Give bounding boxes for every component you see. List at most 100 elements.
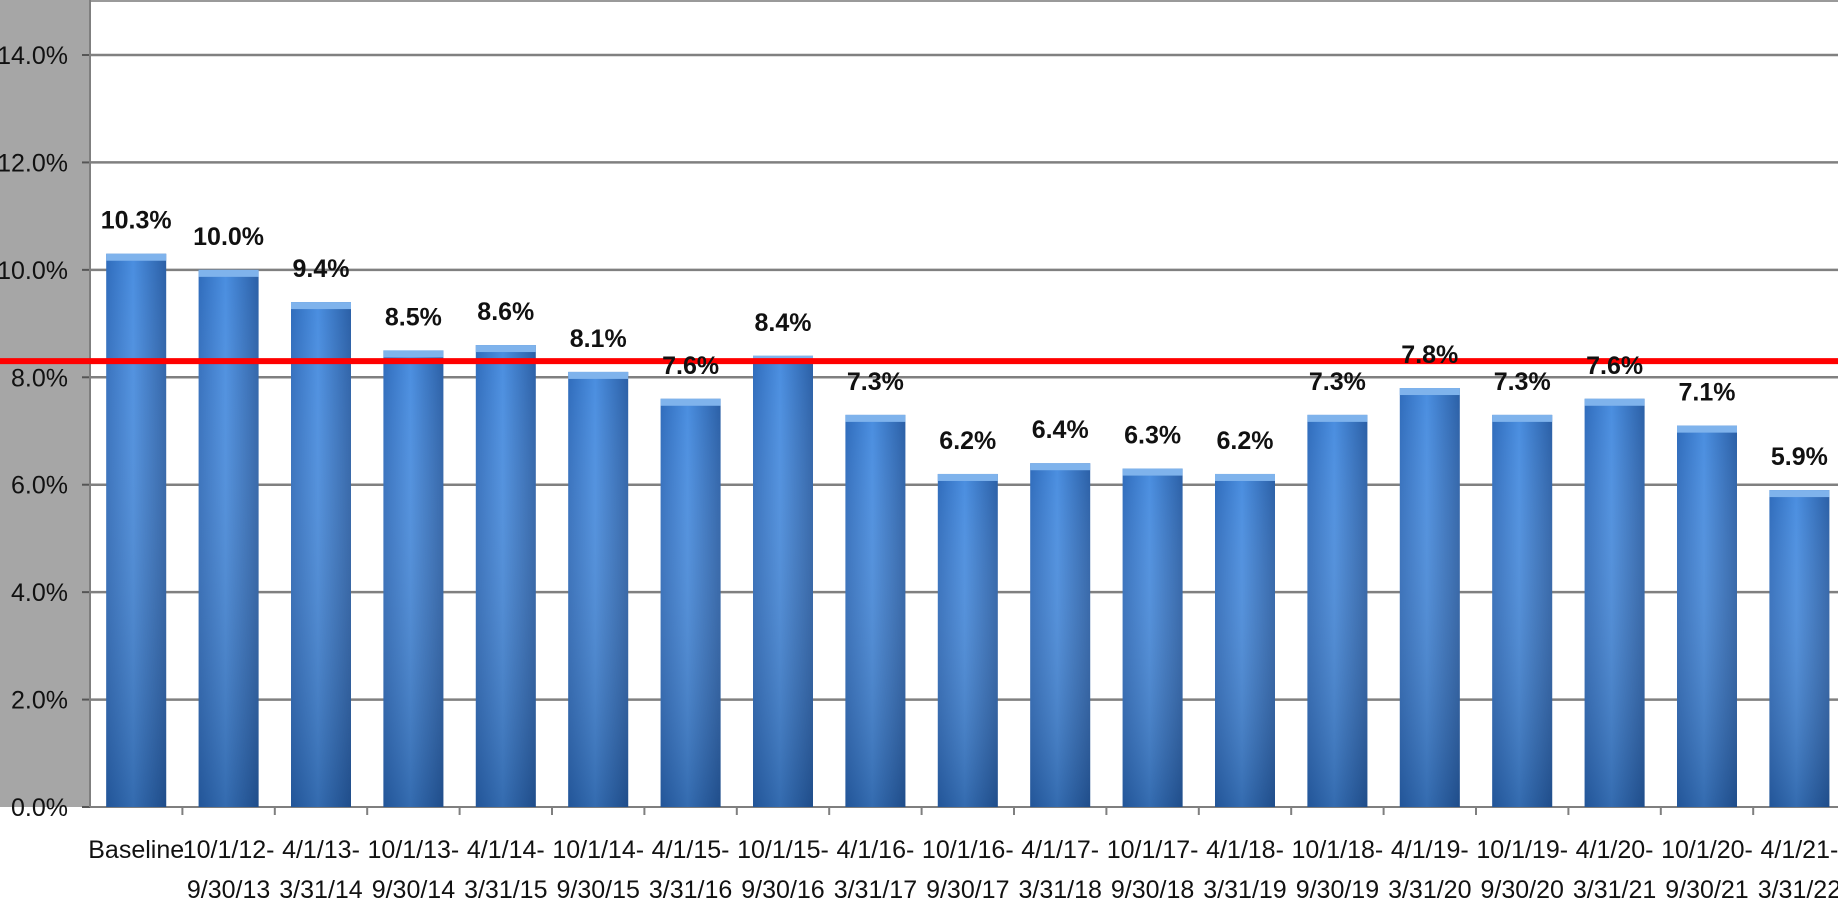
data-label: 7.6%: [662, 352, 719, 380]
bar-shade: [106, 253, 167, 807]
data-label: 5.9%: [1771, 443, 1828, 471]
category-label: 10/1/18-: [1292, 836, 1384, 864]
category-label-line2: 9/30/14: [372, 876, 456, 904]
bar-shade: [475, 345, 536, 807]
category-label: 4/1/18-: [1206, 836, 1284, 864]
category-label: 4/1/17-: [1021, 836, 1099, 864]
y-axis-panel: [0, 0, 90, 907]
category-label-line2: 3/31/21: [1573, 876, 1656, 904]
y-tick-label: 4.0%: [11, 579, 68, 607]
data-label: 8.5%: [385, 303, 442, 331]
bar-cap: [106, 253, 167, 261]
category-label: 4/1/13-: [282, 836, 360, 864]
category-label: 10/1/12-: [183, 836, 275, 864]
category-label-line2: 9/30/16: [741, 876, 824, 904]
data-label: 6.2%: [1217, 427, 1274, 455]
bar-shade: [1584, 398, 1645, 807]
category-label: 4/1/14-: [467, 836, 545, 864]
category-label-line2: 9/30/20: [1480, 876, 1563, 904]
category-label: 10/1/16-: [922, 836, 1014, 864]
category-label-line2: 9/30/19: [1296, 876, 1379, 904]
bar-group: [1677, 425, 1737, 807]
bar-group: [1215, 473, 1275, 807]
category-label-line2: 9/30/17: [926, 876, 1009, 904]
data-label: 8.1%: [570, 325, 627, 353]
bar-cap: [198, 269, 259, 277]
bar-shade: [1030, 463, 1091, 807]
data-label: 7.3%: [1494, 368, 1551, 396]
data-label: 9.4%: [293, 255, 350, 283]
bar-group: [845, 414, 906, 807]
category-label-line2: 9/30/18: [1111, 876, 1194, 904]
category-label: Baseline: [88, 836, 184, 864]
category-label-line2: 3/31/15: [464, 876, 547, 904]
bar-shade: [1215, 473, 1275, 807]
bar-group: [1769, 490, 1830, 807]
bar-shade: [1677, 425, 1737, 807]
bar-group: [937, 473, 998, 807]
y-tick-label: 2.0%: [11, 687, 68, 715]
category-label-line2: 3/31/22: [1758, 876, 1838, 904]
bar-group: [383, 350, 444, 807]
bar-shade: [845, 414, 906, 807]
bar-group: [1030, 463, 1091, 807]
bar-cap: [1215, 473, 1275, 481]
data-label: 10.3%: [101, 207, 172, 235]
y-tick-label: 14.0%: [0, 42, 68, 70]
bar-cap: [845, 414, 906, 422]
category-label: 4/1/19-: [1391, 836, 1469, 864]
bar-cap: [1492, 414, 1553, 422]
bar-shade: [1492, 414, 1553, 807]
category-label: 4/1/15-: [652, 836, 730, 864]
category-label-line2: 9/30/13: [187, 876, 270, 904]
y-tick-label: 10.0%: [0, 257, 68, 285]
category-label: 10/1/15-: [737, 836, 829, 864]
data-label: 7.3%: [1309, 368, 1366, 396]
category-label-line2: 3/31/18: [1018, 876, 1101, 904]
data-label: 8.6%: [477, 298, 534, 326]
bar-shade: [1307, 414, 1368, 807]
category-label: 10/1/14-: [552, 836, 644, 864]
bar-shade: [1399, 388, 1460, 807]
category-label: 10/1/19-: [1476, 836, 1568, 864]
data-label: 7.3%: [847, 368, 904, 396]
bar-group: [291, 302, 351, 807]
bar-cap: [1399, 388, 1460, 396]
category-label-line2: 3/31/20: [1388, 876, 1471, 904]
bar-cap: [1769, 490, 1830, 498]
category-label-line2: 9/30/15: [556, 876, 639, 904]
bar-group: [1399, 388, 1460, 807]
bar-shade: [291, 302, 351, 807]
bar-group: [198, 269, 259, 807]
bar-cap: [475, 345, 536, 353]
bar-group: [1122, 468, 1183, 807]
bar-cap: [1677, 425, 1737, 433]
data-label: 6.2%: [939, 427, 996, 455]
bar-shade: [753, 355, 813, 807]
y-tick-label: 8.0%: [11, 364, 68, 392]
category-label-line2: 3/31/17: [834, 876, 917, 904]
bar-shade: [383, 350, 444, 807]
bar-shade: [660, 398, 721, 807]
bar-shade: [1769, 490, 1830, 807]
axis-corner: [0, 807, 90, 907]
category-label-line2: 3/31/16: [649, 876, 732, 904]
bar-cap: [937, 473, 998, 481]
bar-cap: [383, 350, 444, 358]
bar-shade: [568, 371, 629, 807]
y-tick-label: 6.0%: [11, 472, 68, 500]
data-label: 6.3%: [1124, 422, 1181, 450]
bar-cap: [660, 398, 721, 406]
category-label: 4/1/16-: [836, 836, 914, 864]
bar-group: [106, 253, 167, 807]
data-label: 8.4%: [755, 309, 812, 337]
bar-group: [568, 371, 629, 807]
bar-group: [475, 345, 536, 807]
bar-group: [753, 355, 813, 807]
bar-cap: [1584, 398, 1645, 406]
category-label: 4/1/20-: [1576, 836, 1654, 864]
bar-shade: [198, 269, 259, 807]
data-label: 7.1%: [1679, 379, 1736, 407]
